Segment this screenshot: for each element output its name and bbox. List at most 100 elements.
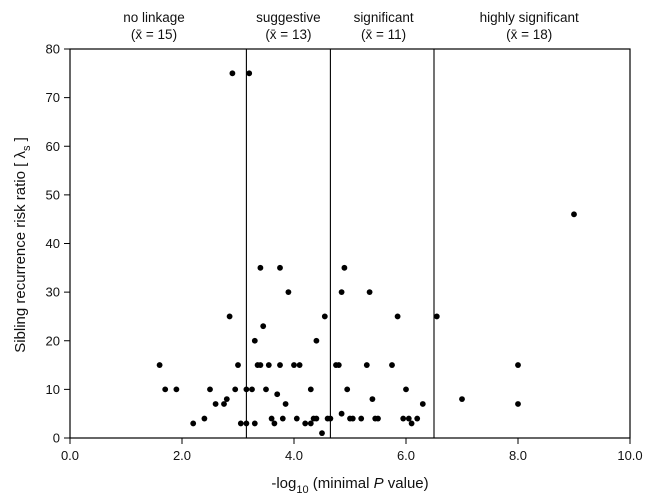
plot-frame (69, 48, 631, 439)
scatter-point (405, 415, 412, 422)
region-mean-label: (x̄ = 11) (361, 27, 406, 42)
scatter-point (341, 264, 348, 271)
scatter-point (232, 386, 239, 393)
scatter-point (319, 430, 325, 437)
scatter-point (571, 211, 577, 218)
scatter-point (338, 410, 345, 417)
scatter-point (389, 362, 395, 368)
scatter-point (265, 362, 272, 368)
scatter-point (433, 313, 440, 320)
scatter-point (313, 415, 320, 422)
scatter-point (237, 420, 244, 427)
x-axis: 0.0 2.0 4.0 6.0 8.0 10.0 (61, 438, 643, 463)
scatter-point (414, 415, 421, 422)
x-axis-title-italic: P (374, 475, 384, 492)
region-labels: no linkage (x̄ = 15) suggestive (x̄ = 13) si… (123, 10, 579, 42)
x-tick-label: 8.0 (509, 448, 527, 463)
scatter-point (279, 415, 286, 422)
scatter-point (285, 289, 292, 296)
scatter-point (243, 420, 250, 427)
scatter-point (263, 386, 269, 393)
y-tick-label: 20 (46, 333, 60, 348)
y-axis-title-main: Sibling recurrence risk ratio [ λ (12, 151, 29, 353)
y-axis-title-subscript: s (21, 145, 33, 151)
scatter-point (327, 415, 334, 422)
region-mean-label: (x̄ = 13) (265, 27, 311, 42)
scatter-point (201, 415, 208, 422)
region-name-label: significant (354, 10, 414, 25)
scatter-point (223, 396, 230, 402)
scatter-point (257, 264, 264, 271)
y-tick-label: 0 (53, 431, 60, 446)
scatter-point (307, 386, 314, 393)
x-axis-title-subscript: 10 (296, 484, 308, 496)
scatter-point (173, 386, 180, 393)
region-name-label: suggestive (256, 10, 321, 25)
scatter-point (277, 362, 283, 368)
scatter-point (207, 386, 213, 393)
scatter-point (271, 420, 278, 427)
scatter-point (291, 362, 297, 368)
scatter-point (229, 70, 236, 77)
x-axis-title-prefix: -log (271, 475, 296, 492)
y-tick-label: 60 (46, 139, 60, 154)
scatter-point (162, 386, 169, 393)
scatter-point (277, 264, 283, 271)
y-tick-label: 70 (46, 90, 60, 105)
scatter-point (349, 415, 356, 422)
scatter-point (403, 386, 409, 393)
data-points (156, 70, 577, 437)
y-tick-label: 40 (46, 236, 60, 251)
scatter-point (394, 313, 401, 320)
x-axis-title-open: (minimal (309, 475, 374, 492)
scatter-point (459, 396, 465, 402)
scatter-point (243, 386, 250, 393)
scatter-point (221, 401, 227, 407)
scatter-point (212, 401, 219, 407)
scatter-point (302, 420, 309, 427)
scatter-point (251, 420, 258, 427)
scatter-point (190, 420, 197, 427)
scatter-point (400, 415, 407, 422)
scatter-point (366, 289, 373, 296)
scatter-point (235, 362, 241, 368)
scatter-point (363, 362, 370, 368)
x-tick-label: 0.0 (61, 448, 79, 463)
x-tick-label: 10.0 (617, 448, 642, 463)
scatter-point (260, 323, 267, 330)
scatter-point (321, 313, 328, 320)
scatter-point (419, 401, 426, 407)
scatter-point (268, 415, 275, 422)
scatter-point (307, 420, 314, 427)
region-name-label: highly significant (480, 10, 579, 25)
scatter-point (338, 289, 345, 296)
x-axis-title-close: value) (384, 475, 429, 492)
scatter-point (375, 415, 381, 422)
region-mean-label: (x̄ = 15) (131, 27, 177, 42)
x-tick-label: 4.0 (285, 448, 303, 463)
scatter-point (515, 401, 521, 407)
scatter-point (293, 415, 300, 422)
y-tick-label: 50 (46, 187, 60, 202)
scatter-point (251, 337, 258, 344)
scatter-point (274, 391, 281, 398)
threshold-lines (245, 49, 435, 438)
scatter-point (246, 70, 253, 77)
scatter-point (369, 396, 376, 402)
x-tick-label: 2.0 (173, 448, 191, 463)
scatter-point (226, 313, 233, 320)
x-axis-title: -log10 (minimal P value) (271, 475, 428, 496)
y-tick-label: 10 (46, 382, 60, 397)
scatter-point (257, 362, 264, 368)
y-axis-title-close: ] (12, 137, 29, 145)
region-mean-label: (x̄ = 18) (506, 27, 552, 42)
scatter-point (249, 386, 255, 393)
scatter-point (296, 362, 303, 368)
scatter-point (515, 362, 521, 368)
scatter-point (335, 362, 342, 368)
scatter-point (313, 337, 320, 344)
y-axis: 0 10 20 30 40 50 60 70 80 (46, 42, 70, 446)
region-name-label: no linkage (123, 10, 185, 25)
y-tick-label: 30 (46, 285, 60, 300)
